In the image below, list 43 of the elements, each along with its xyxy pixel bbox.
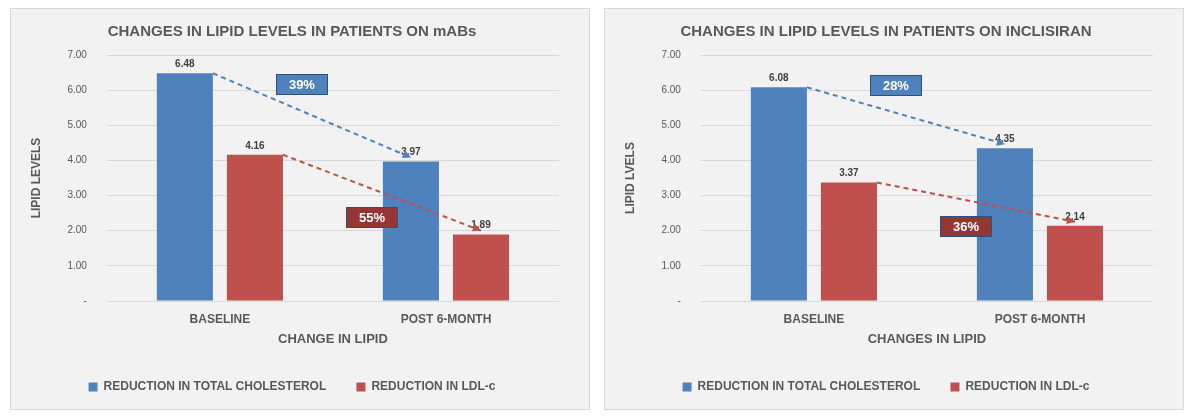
data-label: 4.16 [245, 139, 266, 151]
x-tick-label: POST 6-MONTH [994, 311, 1086, 326]
annotation: 36% [939, 216, 993, 238]
y-axis-title: LIPID LEVELS [28, 137, 43, 219]
x-tick-label: BASELINE [189, 311, 251, 326]
legend-label: REDUCTION IN TOTAL CHOLESTEROL [103, 379, 327, 394]
y-tick-label: 2.00 [67, 224, 88, 236]
legend-label: REDUCTION IN LDL-c [371, 379, 496, 394]
y-tick-label: 7.00 [661, 48, 682, 60]
x-tick-label: BASELINE [783, 311, 845, 326]
y-tick-label: 5.00 [67, 119, 88, 131]
chart-title: CHANGES IN LIPID LEVELS IN PATIENTS ON INCLISIRAN [680, 22, 1092, 40]
y-tick-label: 2.00 [661, 224, 682, 236]
data-label: 6.48 [175, 58, 196, 70]
x-tick-label: POST 6-MONTH [400, 311, 492, 326]
y-tick-label: 6.00 [661, 83, 682, 95]
legend-label: REDUCTION IN TOTAL CHOLESTEROL [697, 379, 921, 394]
legend-label: REDUCTION IN LDL-c [965, 379, 1090, 394]
y-tick-label: 7.00 [67, 48, 88, 60]
bar [820, 182, 877, 301]
y-tick-label: 4.00 [67, 154, 88, 166]
data-label: 2.14 [1065, 210, 1086, 222]
x-axis-title: CHANGE IN LIPID [278, 330, 388, 346]
y-tick-label: 3.00 [67, 189, 88, 201]
bar [750, 87, 807, 301]
y-tick-label: 1.00 [661, 259, 682, 271]
chart-title: CHANGES IN LIPID LEVELS IN PATIENTS ON mABs [107, 22, 477, 40]
y-tick-label: 4.00 [661, 154, 682, 166]
bar [226, 154, 283, 301]
y-tick-label: 1.00 [67, 259, 88, 271]
annotation: 39% [275, 74, 328, 96]
data-label: 3.37 [839, 167, 860, 179]
y-tick-label: 3.00 [661, 189, 682, 201]
data-label: 6.08 [769, 72, 790, 84]
y-tick-label: 5.00 [661, 119, 682, 131]
y-tick-label: 6.00 [67, 83, 88, 95]
bar [156, 73, 213, 301]
y-axis-title: LIPID LVELS [622, 142, 637, 214]
annotation: 55% [345, 206, 399, 228]
x-axis-title: CHANGES IN LIPID [867, 330, 987, 346]
y-tick-label: - [83, 294, 87, 306]
y-tick-label: - [677, 294, 681, 306]
annotation: 28% [869, 74, 922, 96]
